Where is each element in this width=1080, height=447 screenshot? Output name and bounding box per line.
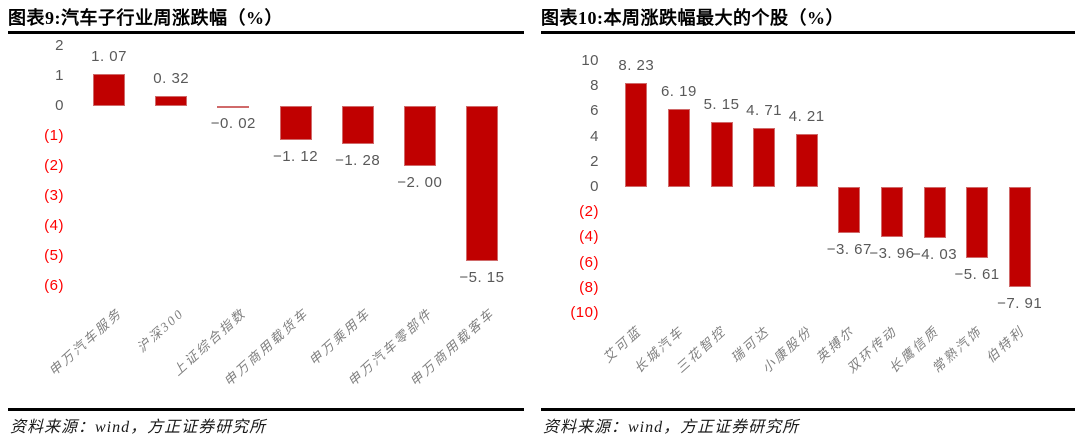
bar (880, 187, 903, 237)
bar (155, 96, 188, 106)
bar-value-label: 4. 21 (788, 107, 825, 125)
bar (625, 83, 648, 187)
x-category-label: 申万汽车服务 (45, 305, 126, 379)
bar (710, 122, 733, 187)
y-tick-label: (8) (579, 278, 599, 296)
y-tick-label: (6) (44, 277, 64, 294)
bar-value-label: −0. 02 (210, 115, 256, 132)
bar-value-label: 1. 07 (91, 47, 127, 65)
source-divider (541, 408, 1075, 411)
bar (753, 127, 776, 187)
bar-value-label: −7. 91 (997, 294, 1043, 312)
bar-value-label: −4. 03 (911, 245, 958, 263)
bar-value-label: −5. 61 (954, 265, 1000, 283)
bar-value-label: −1. 28 (335, 152, 381, 170)
y-tick-label: (5) (44, 247, 64, 264)
bar-value-label: −3. 67 (826, 241, 872, 259)
x-category-label: 伯特利 (983, 323, 1028, 366)
chart-panel-auto-subindustry: 图表9:汽车子行业周涨跌幅（%） 2 1 0 (1) (2) (3) (4) (5) (6) 1.… (8, 0, 524, 447)
bar (1008, 187, 1031, 287)
chart-panel-top-stocks: 图表10:本周涨跌幅最大的个股（%） 10 8 6 4 2 0 (2) (4) (6) (8) (1… (541, 0, 1075, 447)
bar-value-label: 0. 32 (153, 70, 190, 88)
x-category-label: 沪深300 (134, 305, 188, 356)
bar (667, 109, 690, 187)
y-tick-label: 8 (590, 77, 599, 95)
source-divider (8, 408, 524, 411)
title-divider (541, 31, 1075, 34)
y-tick-label: 0 (55, 97, 64, 114)
y-tick-label: (4) (44, 217, 64, 234)
bar (93, 73, 126, 106)
bar-value-label: −5. 15 (459, 268, 505, 286)
bar-value-label: −3. 96 (869, 244, 915, 262)
bar-value-label: 5. 15 (703, 96, 740, 114)
data-source: 资料来源：wind，方正证券研究所 (543, 419, 800, 436)
y-tick-label: (2) (44, 157, 64, 174)
y-tick-label: (10) (570, 304, 599, 321)
bar-value-label: −2. 00 (397, 174, 443, 191)
bar-value-label: 8. 23 (618, 57, 655, 75)
bar (403, 106, 436, 166)
data-source: 资料来源：wind，方正证券研究所 (10, 419, 267, 436)
y-tick-label: 1 (55, 67, 64, 84)
y-tick-label: (2) (579, 203, 599, 221)
bar-value-label: 4. 71 (746, 101, 783, 119)
bar (465, 106, 498, 261)
y-tick-label: (4) (579, 228, 599, 246)
bar-value-label: 6. 19 (660, 83, 697, 100)
y-tick-label: 4 (590, 127, 599, 145)
y-tick-label: 2 (590, 152, 599, 170)
y-tick-label: (3) (44, 187, 64, 204)
y-tick-label: 2 (55, 37, 64, 54)
y-tick-label: 6 (590, 102, 599, 120)
bar-value-label: −1. 12 (272, 147, 319, 165)
bar (838, 187, 861, 234)
chart-title: 图表9:汽车子行业周涨跌幅（%） (8, 8, 283, 28)
chart-title: 图表10:本周涨跌幅最大的个股（%） (541, 8, 844, 28)
title-divider (8, 31, 524, 34)
y-tick-label: 10 (581, 52, 599, 69)
bar (923, 187, 946, 238)
bar (279, 106, 312, 140)
bar (217, 106, 250, 108)
y-tick-label: (6) (579, 253, 599, 271)
y-tick-label: 0 (590, 178, 599, 195)
bar (966, 187, 989, 258)
y-tick-label: (1) (44, 127, 64, 144)
bar (795, 133, 818, 187)
bar (341, 106, 374, 145)
